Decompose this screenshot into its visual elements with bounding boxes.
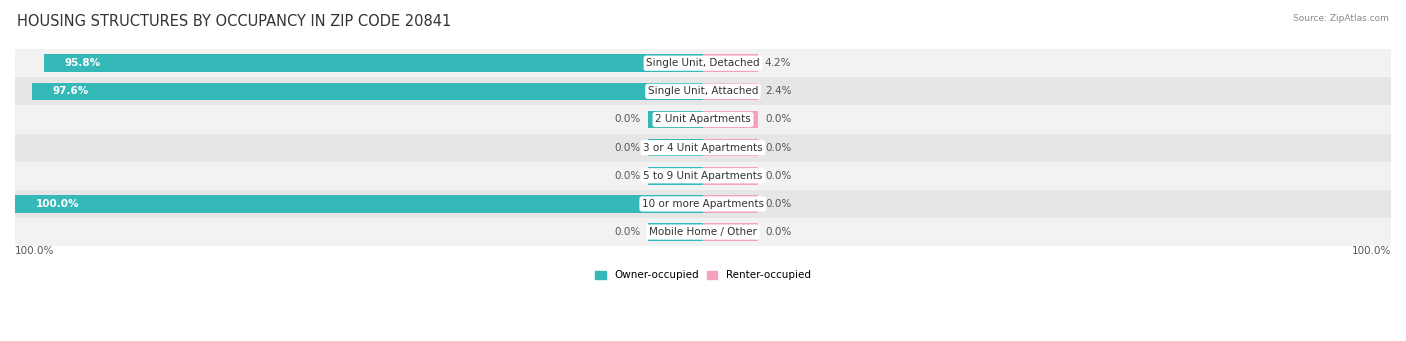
Text: HOUSING STRUCTURES BY OCCUPANCY IN ZIP CODE 20841: HOUSING STRUCTURES BY OCCUPANCY IN ZIP C… <box>17 14 451 29</box>
Text: 95.8%: 95.8% <box>65 58 101 68</box>
Text: Single Unit, Detached: Single Unit, Detached <box>647 58 759 68</box>
Text: 5 to 9 Unit Apartments: 5 to 9 Unit Apartments <box>644 171 762 181</box>
Bar <box>15 218 1391 246</box>
Text: 97.6%: 97.6% <box>52 86 89 96</box>
Bar <box>15 190 1391 218</box>
Legend: Owner-occupied, Renter-occupied: Owner-occupied, Renter-occupied <box>591 266 815 284</box>
Text: 100.0%: 100.0% <box>1351 246 1391 256</box>
Bar <box>648 167 703 184</box>
Bar <box>703 167 758 184</box>
Text: 0.0%: 0.0% <box>765 199 792 209</box>
Text: 0.0%: 0.0% <box>614 115 641 124</box>
Bar <box>648 223 703 241</box>
Text: 4.2%: 4.2% <box>765 58 792 68</box>
Text: 0.0%: 0.0% <box>765 171 792 181</box>
Bar <box>44 55 703 72</box>
Bar <box>15 77 1391 105</box>
Bar <box>15 162 1391 190</box>
Text: Mobile Home / Other: Mobile Home / Other <box>650 227 756 237</box>
Bar <box>31 83 703 100</box>
Bar <box>703 223 758 241</box>
Text: 10 or more Apartments: 10 or more Apartments <box>643 199 763 209</box>
Bar <box>15 134 1391 162</box>
Bar <box>648 111 703 128</box>
Text: 0.0%: 0.0% <box>614 143 641 153</box>
Text: 0.0%: 0.0% <box>765 227 792 237</box>
Bar <box>703 83 758 100</box>
Bar <box>703 139 758 157</box>
Text: Single Unit, Attached: Single Unit, Attached <box>648 86 758 96</box>
Bar <box>703 195 758 213</box>
Bar <box>15 105 1391 134</box>
Text: 2.4%: 2.4% <box>765 86 792 96</box>
Text: 0.0%: 0.0% <box>614 171 641 181</box>
Bar <box>15 195 703 213</box>
Text: 3 or 4 Unit Apartments: 3 or 4 Unit Apartments <box>643 143 763 153</box>
Text: 0.0%: 0.0% <box>614 227 641 237</box>
Bar <box>15 49 1391 77</box>
Bar <box>703 111 758 128</box>
Text: 0.0%: 0.0% <box>765 143 792 153</box>
Bar <box>703 55 758 72</box>
Text: 2 Unit Apartments: 2 Unit Apartments <box>655 115 751 124</box>
Text: 0.0%: 0.0% <box>765 115 792 124</box>
Text: Source: ZipAtlas.com: Source: ZipAtlas.com <box>1294 14 1389 23</box>
Bar <box>648 139 703 157</box>
Text: 100.0%: 100.0% <box>15 246 55 256</box>
Text: 100.0%: 100.0% <box>35 199 79 209</box>
